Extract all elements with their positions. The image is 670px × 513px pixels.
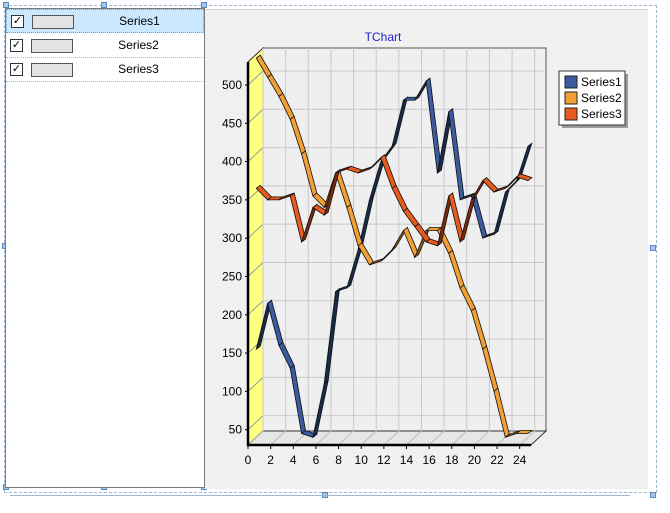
- series-2-ribbon: [255, 54, 534, 438]
- grid-line-x-floor: [406, 430, 422, 446]
- grid-line-x-floor: [519, 430, 536, 446]
- resize-handle-top-mid[interactable]: [101, 2, 107, 8]
- grid-line-y-wall: [247, 147, 264, 162]
- chart-left-wall: [247, 46, 264, 447]
- x-tick-label: 6: [313, 453, 320, 467]
- series-row-1[interactable]: ✓ Series1: [6, 9, 204, 33]
- y-tick-label: 400: [222, 155, 242, 169]
- grid-line-x-floor: [247, 430, 264, 446]
- grid-line-y-wall: [247, 377, 264, 392]
- grid-line-y-wall: [247, 300, 264, 316]
- resize-handle-top-left[interactable]: [3, 2, 9, 8]
- chart-legend: Series1 Series2 Series3: [558, 70, 628, 128]
- y-tick-label: 100: [222, 384, 242, 398]
- series-2-segment: [515, 430, 534, 434]
- y-tick-label: 450: [222, 116, 242, 130]
- grid-line-y-wall: [247, 70, 264, 86]
- series-row-2[interactable]: ✓ Series2: [6, 34, 204, 58]
- chart-panel[interactable]: TChart 50 100 150 200 250 300 350 400 450 500 0 2 4 6…: [205, 9, 648, 489]
- x-tick-label: 24: [513, 453, 527, 467]
- series-color-swatch-1[interactable]: [32, 15, 74, 29]
- legend-swatch-2: [564, 91, 578, 105]
- legend-swatch-1: [564, 75, 578, 89]
- x-tick-label: 2: [267, 453, 274, 467]
- y-tick-label: 250: [222, 269, 242, 283]
- series-color-swatch-2[interactable]: [31, 39, 73, 53]
- x-tick-label: 10: [355, 453, 369, 467]
- grid-line-x-floor: [474, 430, 490, 446]
- x-tick-label: 20: [468, 453, 482, 467]
- chart-back-wall: [262, 47, 547, 432]
- series-color-swatch-3[interactable]: [31, 63, 73, 77]
- x-tick-label: 16: [422, 453, 436, 467]
- grid-line-x-floor: [270, 430, 286, 446]
- resize-handle-right-mid[interactable]: [650, 245, 656, 251]
- legend-label-1: Series1: [581, 75, 622, 89]
- resize-handle-outer-bottom-right[interactable]: [650, 492, 656, 498]
- series-checkbox-1[interactable]: ✓: [11, 15, 24, 28]
- series-checkbox-2[interactable]: ✓: [10, 39, 23, 52]
- x-tick-label: 4: [290, 453, 297, 467]
- chart-title: TChart: [365, 30, 402, 44]
- resize-handle-top-right[interactable]: [201, 2, 207, 8]
- y-tick-label: 350: [222, 193, 242, 207]
- legend-label-3: Series3: [581, 107, 622, 121]
- splitter-line: [10, 495, 630, 496]
- grid-line-x-floor: [451, 430, 468, 446]
- x-tick-label: 8: [335, 453, 342, 467]
- grid-line-x-floor: [428, 430, 445, 446]
- x-tick-label: 18: [445, 453, 459, 467]
- x-tick-label: 0: [245, 453, 252, 467]
- chart-editor-frame: [4, 5, 657, 493]
- series-label-3: Series3: [118, 62, 159, 76]
- series-row-3[interactable]: ✓ Series3: [6, 58, 204, 82]
- grid-line-y-wall: [247, 223, 264, 239]
- series-1-ribbon: [255, 77, 533, 439]
- legend-label-2: Series2: [581, 91, 622, 105]
- y-tick-label: 500: [222, 78, 242, 92]
- x-tick-label: 22: [490, 453, 504, 467]
- y-tick-label: 50: [229, 423, 243, 437]
- legend-swatch-3: [564, 107, 578, 121]
- series-list[interactable]: ✓ Series1 ✓ Series2 ✓ Series3: [5, 8, 205, 488]
- grid-line-y-wall: [247, 108, 264, 124]
- y-tick-label: 300: [222, 231, 242, 245]
- grid-line-x-floor: [338, 430, 354, 446]
- series-3-segment: [515, 173, 533, 182]
- series-3-ribbon: [255, 154, 533, 247]
- series-label-2: Series2: [118, 38, 159, 52]
- y-tick-label: 200: [222, 308, 242, 322]
- grid-line-x-floor: [383, 430, 400, 446]
- grid-line-x-floor: [315, 430, 332, 446]
- grid-line-x-floor: [496, 430, 513, 446]
- series-checkbox-3[interactable]: ✓: [10, 63, 23, 76]
- x-tick-label: 12: [377, 453, 391, 467]
- series-1-segment: [515, 142, 533, 182]
- grid-line-y-wall: [247, 415, 264, 431]
- y-tick-label: 150: [222, 346, 242, 360]
- x-tick-label: 14: [400, 453, 414, 467]
- grid-line-x-floor: [360, 430, 377, 446]
- grid-line-y-wall: [247, 262, 264, 277]
- series-label-1: Series1: [119, 14, 160, 28]
